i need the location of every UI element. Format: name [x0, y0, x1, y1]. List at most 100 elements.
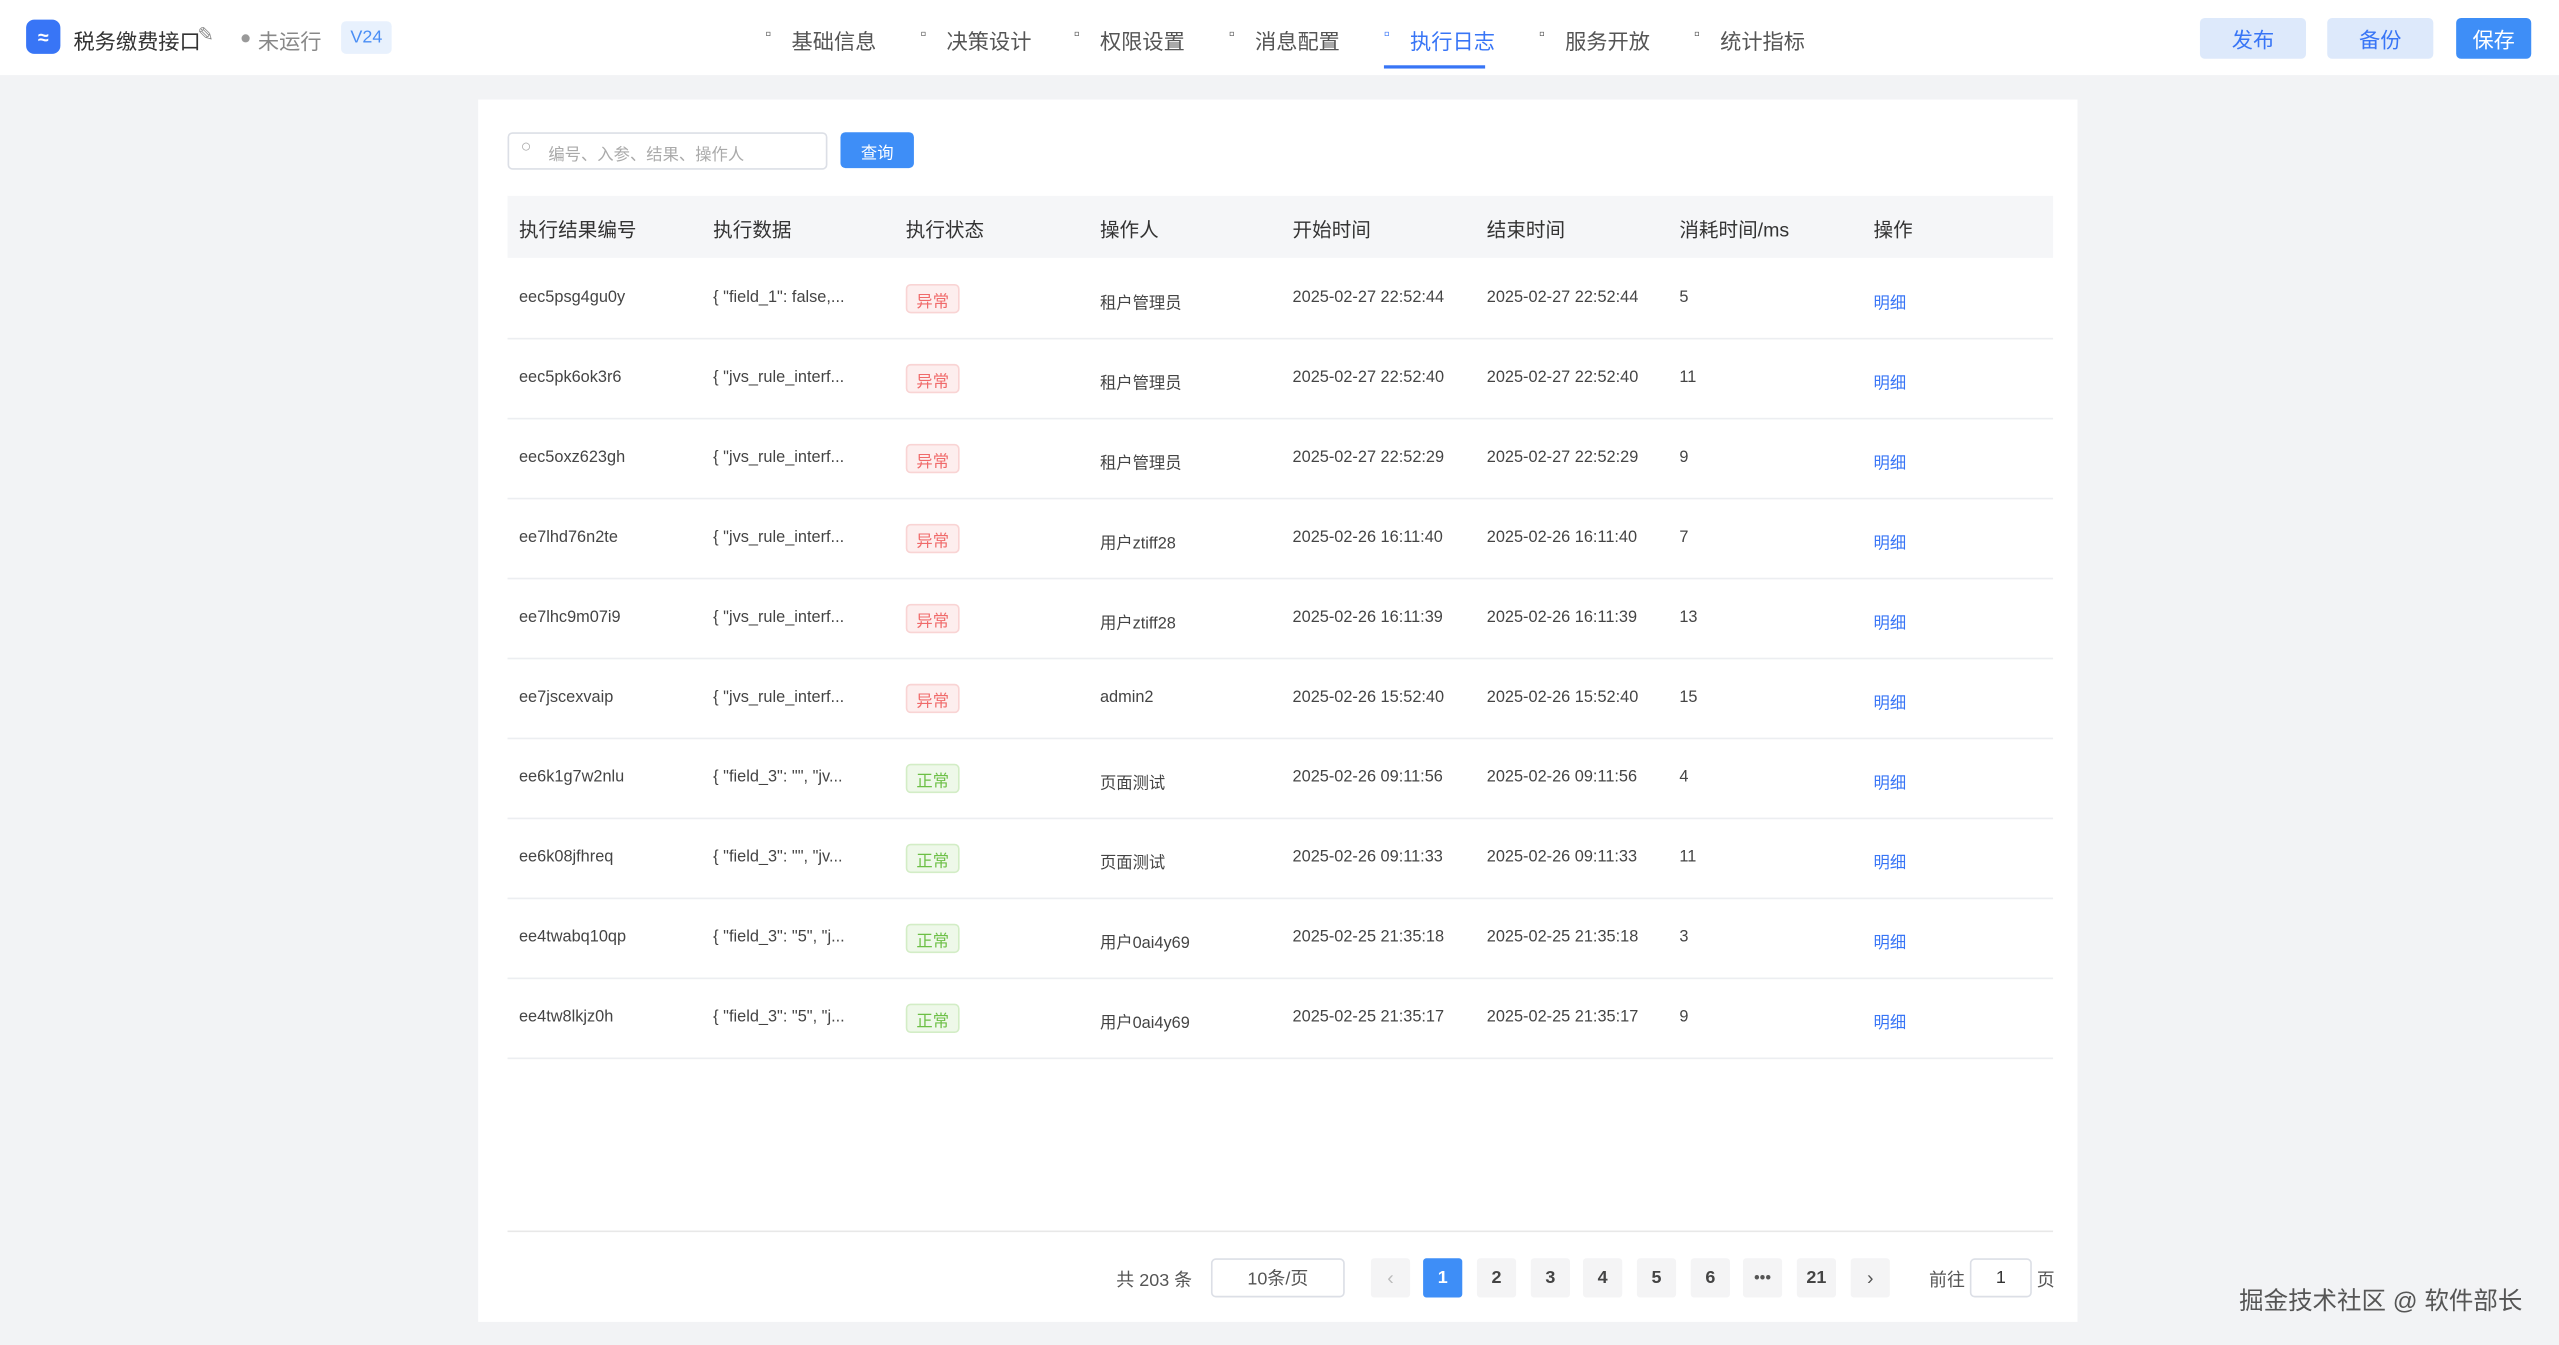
- search-input[interactable]: [507, 132, 828, 170]
- cell: { "field_3": "5", "j...: [713, 928, 845, 947]
- detail-link[interactable]: 明细: [1873, 855, 1907, 874]
- cell: { "jvs_rule_interf...: [713, 688, 845, 707]
- tab-underline: [1383, 65, 1486, 69]
- goto-input[interactable]: 1: [1969, 1258, 2032, 1298]
- search-icon: ○: [520, 137, 532, 157]
- cell: 2025-02-27 22:52:40: [1486, 368, 1639, 387]
- cell: { "field_1": false,...: [713, 288, 845, 307]
- cell: 2025-02-26 16:11:40: [1292, 528, 1443, 547]
- page-unit: 页: [2036, 1271, 2055, 1291]
- header-button[interactable]: 保存: [2456, 17, 2532, 59]
- cell: 9: [1679, 1008, 1689, 1027]
- cell: 3: [1679, 928, 1689, 947]
- header-button[interactable]: 备份: [2327, 17, 2434, 59]
- row-divider: [507, 657, 2054, 660]
- page-button[interactable]: 3: [1530, 1258, 1570, 1298]
- cell: ee6k1g7w2nlu: [518, 768, 625, 787]
- page-button[interactable]: 21: [1796, 1258, 1836, 1298]
- cell: 2025-02-26 09:11:56: [1292, 768, 1443, 787]
- total: 共 203 条: [1116, 1271, 1193, 1291]
- page-button[interactable]: 5: [1636, 1258, 1677, 1298]
- status-tag: 异常: [905, 683, 960, 714]
- column-header: 消耗时间/ms: [1679, 218, 1790, 242]
- cell: 2025-02-27 22:52:44: [1292, 288, 1445, 307]
- detail-link[interactable]: 明细: [1873, 295, 1907, 314]
- cell: 15: [1679, 688, 1698, 707]
- row-divider: [507, 337, 2054, 340]
- tab[interactable]: 决策设计: [946, 29, 1032, 54]
- status-tag: 异常: [905, 363, 960, 394]
- status-tag: 正常: [905, 843, 960, 874]
- cell: 2025-02-25 21:35:18: [1292, 928, 1445, 947]
- tab[interactable]: 基础信息: [791, 29, 877, 54]
- detail-link[interactable]: 明细: [1873, 695, 1907, 714]
- cell: 2025-02-27 22:52:29: [1292, 448, 1445, 467]
- cell: 2025-02-27 22:52:29: [1486, 448, 1639, 467]
- logo: ≈: [26, 19, 61, 54]
- cell: { "jvs_rule_interf...: [713, 448, 845, 467]
- detail-link[interactable]: 明细: [1873, 535, 1907, 554]
- cell: eec5psg4gu0y: [518, 288, 626, 307]
- table-header: [507, 195, 2054, 258]
- column-header: 执行结果编号: [518, 218, 637, 242]
- app-name: 税务缴费接口: [73, 29, 201, 54]
- cell: 2025-02-25 21:35:17: [1292, 1008, 1445, 1027]
- detail-link[interactable]: 明细: [1873, 455, 1907, 474]
- cell: 用户ztiff28: [1099, 535, 1176, 554]
- tab-icon: ▫: [765, 26, 772, 45]
- tab[interactable]: 统计指标: [1720, 29, 1806, 54]
- cell: admin2: [1099, 688, 1154, 707]
- detail-link[interactable]: 明细: [1873, 775, 1907, 794]
- row-divider: [507, 1057, 2054, 1060]
- cell: 5: [1679, 288, 1689, 307]
- tab[interactable]: 消息配置: [1255, 29, 1340, 54]
- tab[interactable]: 权限设置: [1099, 29, 1185, 54]
- cell: ee7lhd76n2te: [518, 528, 618, 547]
- header-button[interactable]: 发布: [2199, 17, 2307, 59]
- search-button[interactable]: 查询: [840, 132, 914, 169]
- tab[interactable]: 服务开放: [1565, 29, 1650, 54]
- status-tag: 正常: [905, 763, 960, 794]
- ellipsis[interactable]: •••: [1742, 1258, 1783, 1298]
- prev[interactable]: ‹: [1370, 1258, 1411, 1298]
- column-header: 结束时间: [1486, 218, 1566, 242]
- column-header: 开始时间: [1292, 218, 1371, 242]
- tab[interactable]: 执行日志: [1410, 29, 1495, 54]
- tab-icon: ▫: [1538, 26, 1545, 45]
- version-tag: V24: [341, 21, 392, 54]
- cell: 7: [1679, 528, 1689, 547]
- tab-icon: ▫: [1228, 26, 1235, 45]
- detail-link[interactable]: 明细: [1873, 1015, 1907, 1034]
- next[interactable]: ›: [1850, 1258, 1890, 1298]
- page-button[interactable]: 6: [1690, 1258, 1730, 1298]
- row-divider: [507, 737, 2054, 740]
- cell: 4: [1679, 768, 1689, 787]
- divider: [507, 1230, 2054, 1233]
- row-divider: [507, 497, 2054, 500]
- cell: 2025-02-26 09:11:33: [1292, 848, 1443, 867]
- search-placeholder: 编号、入参、结果、操作人: [548, 146, 745, 165]
- cell: 9: [1679, 448, 1689, 467]
- cell: 2025-02-25 21:35:17: [1486, 1008, 1639, 1027]
- cell: 2025-02-27 22:52:40: [1292, 368, 1445, 387]
- page-button[interactable]: 1: [1423, 1258, 1463, 1298]
- column-header: 执行状态: [905, 218, 985, 242]
- cell: 租户管理员: [1099, 455, 1182, 474]
- detail-link[interactable]: 明细: [1873, 375, 1907, 394]
- status-tag: 异常: [905, 443, 960, 474]
- page-button[interactable]: 4: [1583, 1258, 1623, 1298]
- cell: { "jvs_rule_interf...: [713, 368, 845, 387]
- cell: 用户0ai4y69: [1099, 1015, 1190, 1034]
- edit-icon[interactable]: ✎: [197, 22, 214, 46]
- tab-icon: ▫: [1383, 26, 1390, 45]
- cell: 2025-02-27 22:52:44: [1486, 288, 1639, 307]
- cell: 2025-02-26 16:11:40: [1486, 528, 1638, 547]
- detail-link[interactable]: 明细: [1873, 935, 1907, 954]
- cell: { "field_3": "", "jv...: [713, 768, 843, 787]
- detail-link[interactable]: 明细: [1873, 615, 1907, 634]
- page-size[interactable]: 10条/页: [1210, 1258, 1345, 1298]
- cell: 2025-02-26 16:11:39: [1486, 608, 1638, 627]
- cell: 2025-02-26 15:52:40: [1292, 688, 1445, 707]
- status-tag: 正常: [905, 1003, 960, 1034]
- page-button[interactable]: 2: [1476, 1258, 1517, 1298]
